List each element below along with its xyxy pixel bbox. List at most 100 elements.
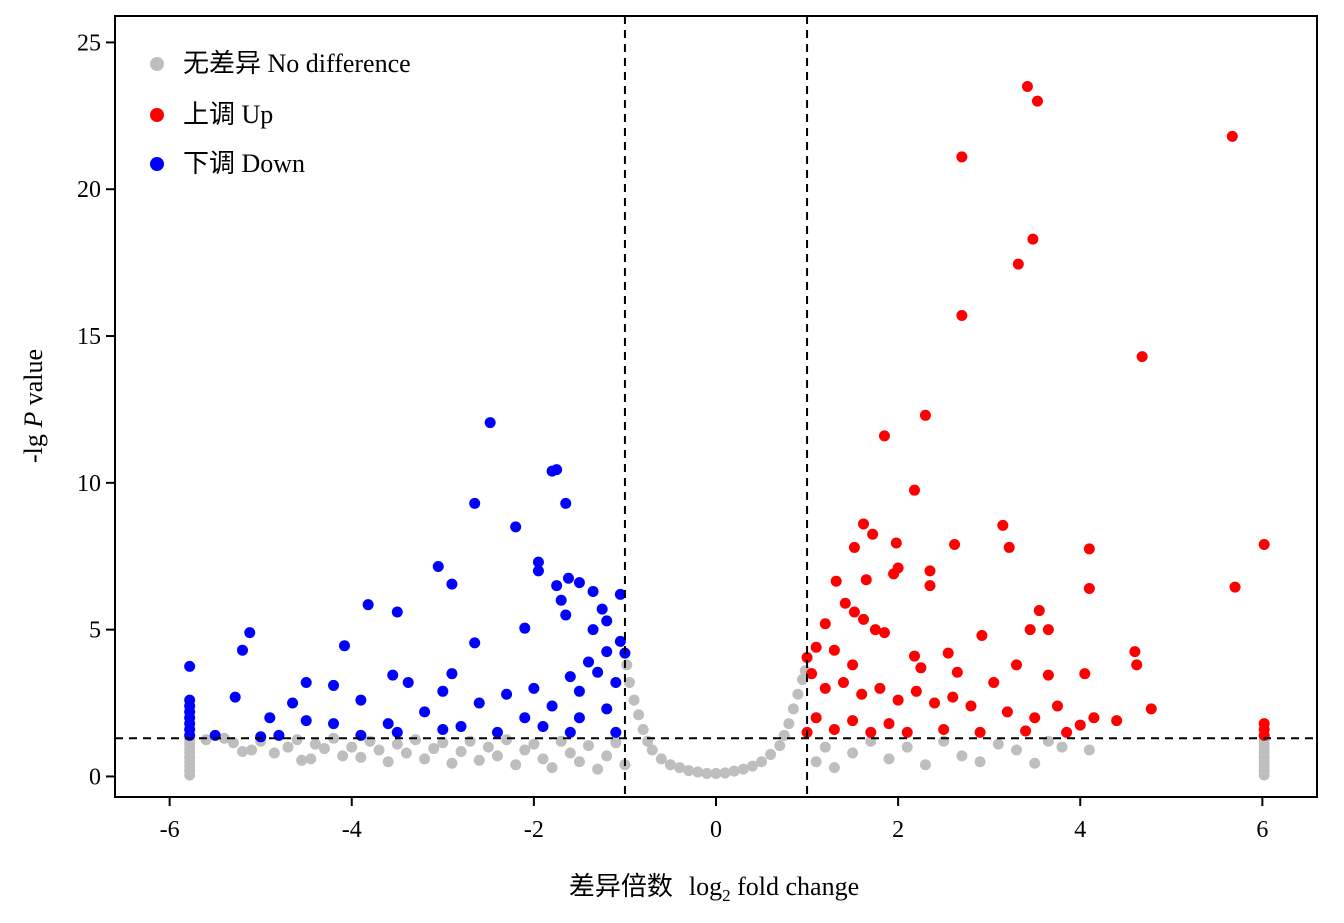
legend-label-no-difference: 无差异 No difference (183, 49, 411, 78)
point-none (583, 740, 595, 752)
point-down (601, 646, 613, 658)
point-down (583, 656, 595, 668)
threshold-lines (115, 16, 1317, 797)
no-difference-points (184, 659, 1270, 781)
point-none (305, 753, 317, 765)
x-tick-label: 6 (1256, 817, 1268, 843)
point-none (637, 723, 649, 735)
point-down (560, 609, 572, 621)
x-axis-title: 差异倍数 log2 fold change (569, 872, 859, 905)
point-down (455, 721, 467, 733)
point-down (300, 715, 312, 727)
point-up (942, 647, 954, 659)
point-up (819, 682, 831, 694)
point-up (924, 565, 936, 577)
point-down (300, 676, 312, 688)
point-up (1111, 715, 1123, 727)
point-none (756, 756, 768, 768)
x-axis-title-cn: 差异倍数 (569, 872, 673, 901)
point-up (890, 537, 902, 549)
point-down (610, 676, 622, 688)
y-axis-title: -lg P value (19, 349, 48, 463)
point-down (338, 640, 350, 652)
point-none (355, 751, 367, 763)
point-up (828, 723, 840, 735)
point-none (236, 745, 248, 757)
point-up (837, 676, 849, 688)
point-down (391, 726, 403, 738)
point-up (847, 659, 859, 671)
x-tick-label: -4 (342, 817, 362, 843)
point-up (1020, 725, 1032, 737)
point-up (1042, 669, 1054, 681)
point-up (909, 484, 921, 496)
point-none (1011, 744, 1022, 756)
point-none (446, 757, 458, 769)
point-none (674, 762, 686, 774)
y-axis-title-italic: P (19, 412, 48, 429)
point-down (532, 556, 544, 568)
point-none (482, 741, 494, 753)
point-none (901, 741, 913, 753)
point-up (1083, 583, 1095, 595)
point-none (655, 753, 667, 765)
point-down (587, 585, 599, 597)
point-up (1031, 95, 1043, 107)
point-up (997, 519, 1009, 531)
point-up (947, 691, 959, 703)
point-none (719, 767, 731, 779)
point-none (528, 738, 540, 750)
point-up (869, 624, 881, 636)
point-none (227, 737, 239, 749)
point-none (683, 765, 695, 777)
point-up (1001, 706, 1013, 718)
point-down (287, 697, 299, 709)
point-down (469, 497, 481, 509)
point-up (874, 682, 886, 694)
point-none (346, 741, 358, 753)
point-none (282, 741, 294, 753)
point-down (184, 660, 196, 672)
y-tick-label: 15 (77, 324, 101, 350)
point-down (328, 718, 340, 730)
point-none (309, 738, 321, 750)
point-up (1012, 258, 1024, 270)
point-down (437, 685, 449, 697)
point-up (1131, 659, 1143, 671)
point-up (915, 662, 927, 674)
point-up (919, 409, 931, 421)
point-down (555, 594, 567, 606)
point-up (847, 715, 859, 727)
point-none (819, 741, 831, 753)
point-none (318, 743, 330, 755)
point-none (787, 703, 799, 715)
point-down (587, 624, 599, 636)
point-down (519, 622, 531, 634)
point-none (218, 732, 230, 744)
point-none (419, 753, 431, 765)
point-none (783, 718, 795, 730)
point-none (828, 762, 840, 774)
point-none (546, 762, 558, 774)
point-up (1226, 130, 1238, 142)
point-up (1027, 233, 1039, 245)
point-up (848, 541, 860, 553)
point-down (614, 588, 626, 600)
point-none (1083, 744, 1095, 756)
point-none (573, 756, 585, 768)
point-down (236, 644, 248, 656)
point-none (592, 763, 604, 775)
point-none (692, 766, 704, 778)
x-tick-label: -6 (160, 817, 180, 843)
point-none (746, 760, 758, 772)
legend-marker-no-difference (150, 57, 164, 71)
point-up (1021, 80, 1033, 92)
point-none (610, 737, 622, 749)
point-none (621, 659, 633, 671)
x-tick-label: -2 (524, 817, 544, 843)
y-axis: 0 5 10 15 20 25 (77, 30, 115, 790)
point-up (976, 630, 988, 642)
point-up (848, 606, 860, 618)
point-up (1083, 543, 1095, 555)
